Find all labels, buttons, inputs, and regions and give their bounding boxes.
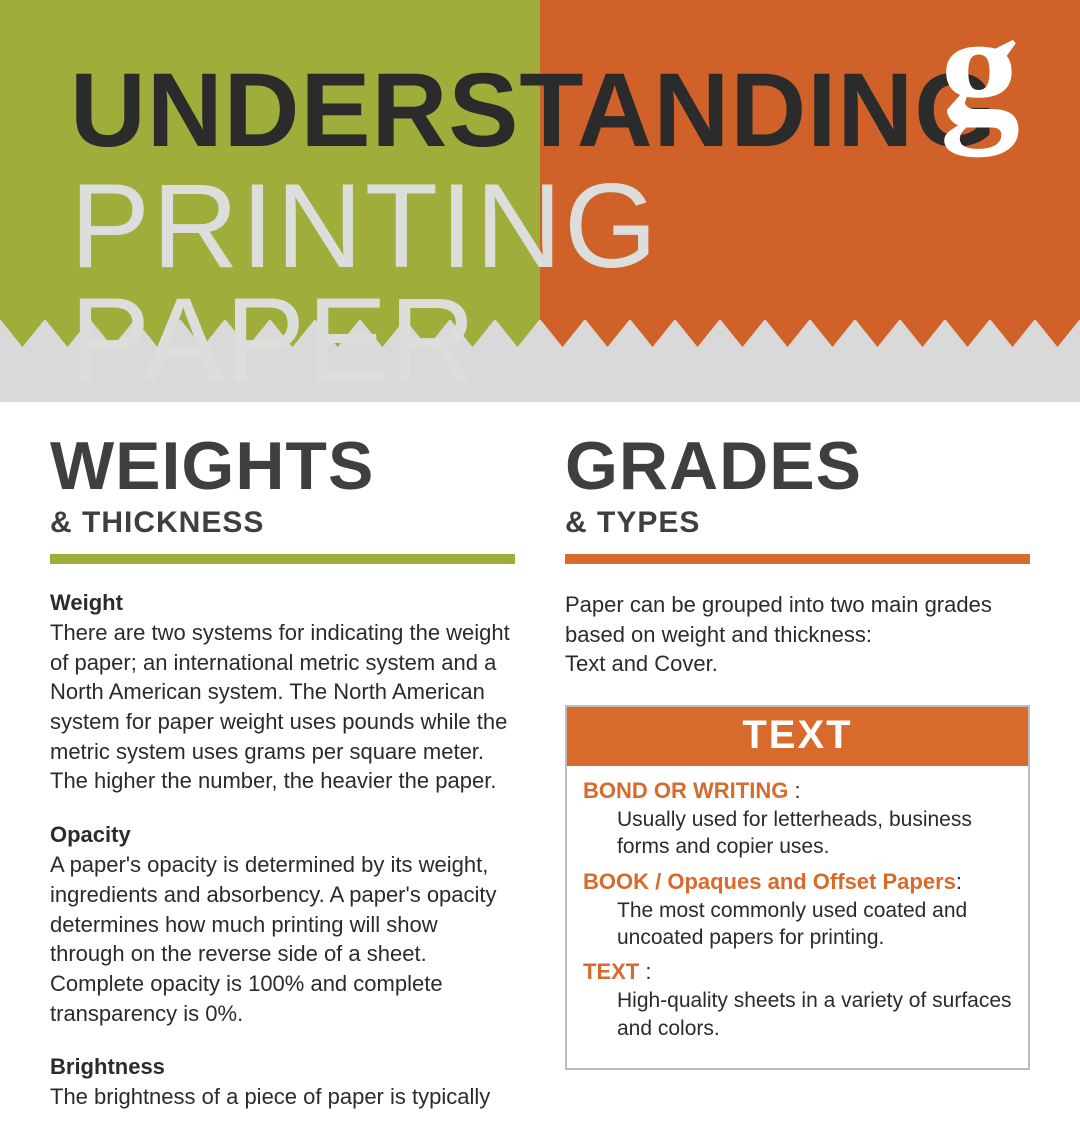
entry-text-colon: : [639, 959, 651, 984]
logo-icon: g [925, 35, 1035, 145]
left-column: WEIGHTS & THICKNESS Weight There are two… [50, 432, 515, 1138]
grades-title: GRADES [565, 432, 1030, 500]
opacity-section: Opacity A paper's opacity is determined … [50, 822, 515, 1028]
grades-intro: Paper can be grouped into two main grade… [565, 590, 1030, 679]
entry-bond-colon: : [788, 778, 800, 803]
weight-body: There are two systems for indicating the… [50, 618, 515, 796]
grades-subtitle: & TYPES [565, 506, 1030, 540]
title-line2: PRINTING PAPER [70, 169, 1080, 397]
entry-text-label: TEXT [583, 959, 639, 984]
brightness-label: Brightness [50, 1054, 515, 1080]
entry-book-desc: The most commonly used coated and uncoat… [583, 897, 1012, 952]
weight-label: Weight [50, 590, 515, 616]
entry-bond-desc: Usually used for letterheads, business f… [583, 806, 1012, 861]
text-box-body: BOND OR WRITING : Usually used for lette… [567, 766, 1028, 1068]
text-grade-box: TEXT BOND OR WRITING : Usually used for … [565, 705, 1030, 1070]
brightness-body: The brightness of a piece of paper is ty… [50, 1082, 515, 1112]
entry-text-desc: High-quality sheets in a variety of surf… [583, 987, 1012, 1042]
header-banner: UNDERSTANDING PRINTING PAPER g [0, 0, 1080, 320]
content-columns: WEIGHTS & THICKNESS Weight There are two… [0, 402, 1080, 1138]
logo-glyph: g [940, 28, 1020, 108]
opacity-body: A paper's opacity is determined by its w… [50, 850, 515, 1028]
weight-section: Weight There are two systems for indicat… [50, 590, 515, 796]
text-box-header: TEXT [567, 707, 1028, 766]
grades-rule [565, 554, 1030, 564]
entry-book-label: BOOK / Opaques and Offset Papers [583, 869, 956, 894]
brightness-section: Brightness The brightness of a piece of … [50, 1054, 515, 1112]
entry-book: BOOK / Opaques and Offset Papers: The mo… [583, 869, 1012, 952]
weights-title: WEIGHTS [50, 432, 515, 500]
right-column: GRADES & TYPES Paper can be grouped into… [565, 432, 1030, 1138]
weights-rule [50, 554, 515, 564]
weights-subtitle: & THICKNESS [50, 506, 515, 540]
entry-book-colon: : [956, 869, 962, 894]
entry-text: TEXT : High-quality sheets in a variety … [583, 959, 1012, 1042]
entry-bond-label: BOND OR WRITING [583, 778, 788, 803]
entry-bond: BOND OR WRITING : Usually used for lette… [583, 778, 1012, 861]
opacity-label: Opacity [50, 822, 515, 848]
